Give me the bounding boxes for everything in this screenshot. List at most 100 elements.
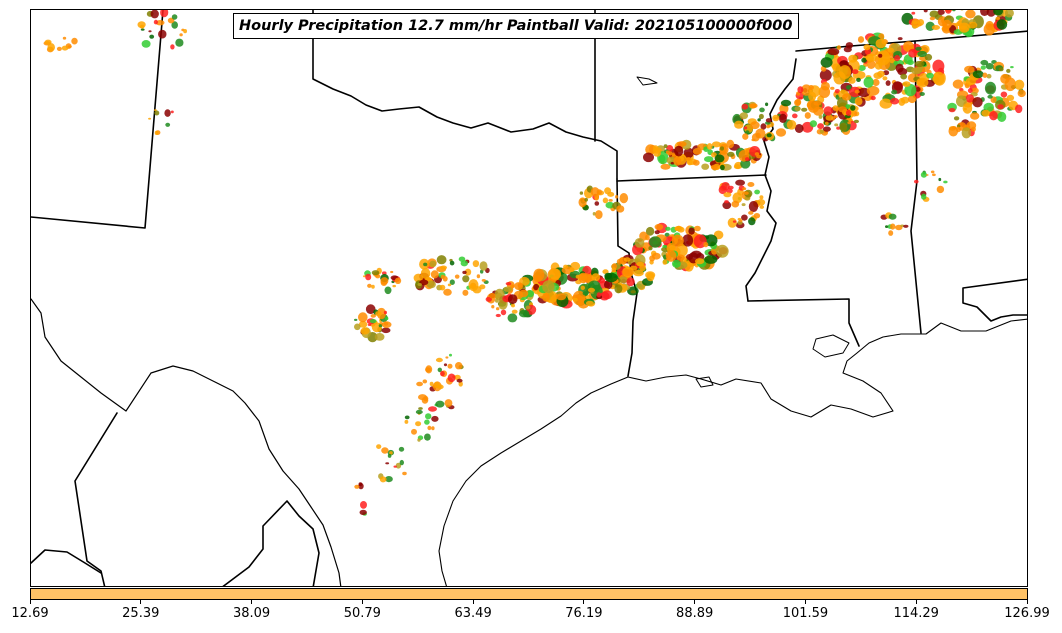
precipitation-blob — [622, 269, 634, 277]
precipitation-blob — [674, 145, 684, 157]
precipitation-blob — [449, 260, 455, 266]
precipitation-blob — [993, 10, 1003, 16]
precipitation-blob — [592, 212, 596, 216]
precipitation-blob — [819, 69, 832, 81]
precipitation-blob — [724, 200, 729, 204]
precipitation-blob — [792, 113, 798, 119]
precipitation-blob — [404, 415, 410, 420]
precipitation-blob — [381, 327, 391, 334]
precipitation-blob — [980, 59, 989, 66]
precipitation-blob — [720, 164, 725, 171]
precipitation-blob — [984, 81, 997, 95]
precipitation-blob — [183, 29, 188, 34]
precipitation-blob — [854, 89, 860, 94]
precipitation-blob — [160, 10, 169, 18]
precipitation-blob — [479, 261, 488, 271]
colorbar-tick-mark — [361, 600, 363, 604]
precipitation-blob — [972, 97, 983, 108]
precipitation-blob — [929, 10, 939, 18]
precipitation-blob — [533, 283, 540, 291]
precipitation-blob — [423, 262, 428, 267]
precipitation-blob — [62, 36, 67, 40]
precipitation-blob — [462, 275, 470, 283]
precipitation-blob — [838, 106, 847, 113]
precipitation-blob — [845, 104, 851, 109]
precipitation-blob — [938, 177, 942, 182]
precipitation-blob — [572, 297, 578, 302]
precipitation-blob — [885, 225, 889, 229]
precipitation-blob — [594, 201, 600, 206]
precipitation-blob — [71, 37, 78, 45]
precipitation-blob — [569, 267, 575, 273]
precipitation-blob — [834, 89, 841, 94]
precipitation-blob — [894, 55, 901, 62]
precipitation-blob — [748, 211, 754, 215]
precipitation-blob — [615, 195, 619, 199]
precipitation-blob — [416, 381, 423, 387]
state-border-la-ms — [747, 298, 860, 347]
precipitation-blob — [971, 126, 976, 132]
precipitation-blob — [980, 10, 989, 16]
precipitation-blob — [758, 113, 764, 120]
precipitation-blob — [164, 109, 171, 117]
precipitation-blob — [525, 305, 531, 310]
precipitation-blob — [703, 241, 709, 248]
precipitation-blob — [170, 110, 174, 114]
precipitation-blob — [908, 48, 918, 58]
precipitation-blob — [982, 72, 988, 78]
precipitation-blob — [1006, 68, 1011, 73]
precipitation-blob — [995, 16, 1000, 20]
precipitation-blob — [443, 363, 448, 367]
precipitation-blob — [683, 147, 694, 159]
precipitation-blob — [443, 288, 452, 296]
precipitation-blob — [817, 123, 824, 130]
precipitation-blob — [158, 29, 167, 39]
precipitation-blob — [354, 318, 358, 321]
precipitation-blob — [445, 356, 449, 359]
precipitation-blob — [605, 201, 615, 209]
precipitation-blob — [371, 284, 375, 289]
precipitation-blob — [591, 273, 601, 282]
precipitation-blob — [694, 225, 701, 232]
precipitation-blob — [623, 257, 631, 262]
precipitation-blob — [888, 213, 897, 220]
precipitation-blob — [171, 14, 178, 20]
precipitation-blob — [983, 23, 995, 36]
precipitation-blob — [751, 138, 756, 142]
precipitation-blob — [365, 273, 372, 281]
precipitation-blob — [842, 93, 852, 101]
colorbar-tick-label: 50.79 — [343, 606, 381, 621]
precipitation-blob — [616, 258, 623, 265]
precipitation-blob — [836, 45, 842, 50]
precipitation-blob — [989, 111, 998, 121]
precipitation-blob — [444, 399, 453, 408]
precipitation-blob — [748, 217, 756, 226]
precipitation-blob — [733, 164, 741, 170]
precipitation-blob — [766, 124, 770, 129]
precipitation-blob — [494, 288, 505, 301]
state-border-ok-tx-red-river — [312, 10, 618, 180]
colorbar-tick-label: 38.09 — [232, 606, 271, 621]
precipitation-blob — [753, 213, 761, 219]
precipitation-blob — [602, 197, 609, 204]
precipitation-blob — [772, 114, 780, 122]
precipitation-blob — [904, 83, 917, 97]
precipitation-blob — [604, 272, 613, 280]
precipitation-blob — [447, 373, 456, 383]
precipitation-blob — [1010, 66, 1014, 69]
precipitation-blob — [902, 81, 911, 87]
precipitation-blob — [379, 476, 387, 483]
precipitation-blob — [742, 133, 749, 140]
precipitation-blob — [743, 126, 748, 130]
precipitation-blob — [981, 109, 991, 117]
precipitation-blob — [61, 45, 69, 51]
precipitation-blob — [654, 230, 660, 235]
precipitation-blob — [584, 197, 588, 202]
precipitation-blob — [879, 98, 893, 109]
precipitation-blob — [365, 304, 376, 315]
precipitation-blob — [519, 289, 529, 298]
precipitation-blob — [447, 363, 453, 369]
precipitation-blob — [695, 258, 705, 265]
precipitation-blob — [427, 425, 432, 431]
precipitation-blob — [440, 274, 445, 279]
